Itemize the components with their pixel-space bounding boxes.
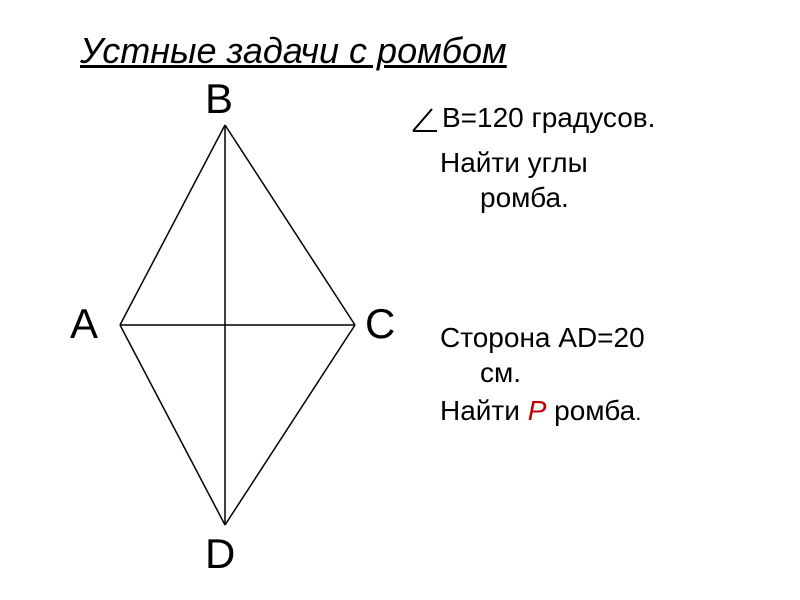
angle-value: B=120 градусов. [442,102,655,133]
edge-cb [225,125,355,325]
problem1-task-line2: ромба. [480,180,569,216]
perimeter-symbol: Р [528,395,547,426]
problem2-task: Найти Р ромба. [440,393,641,429]
edge-ad [120,325,225,525]
edge-ba [120,125,225,325]
task-suffix: ромба [546,395,635,426]
angle-icon [410,106,440,134]
task-period: . [635,400,641,425]
problem1-angle: B=120 градусов. [410,100,655,136]
vertex-label-d: D [205,530,235,578]
problem2-given-line2: см. [480,355,521,391]
edge-dc [225,325,355,525]
vertex-label-b: B [205,75,233,123]
task-prefix: Найти [440,395,528,426]
problem2-given-line1: Сторона AD=20 [440,320,645,356]
rhombus-svg [75,75,395,575]
rhombus-diagram: B A C D [75,75,395,575]
page-title: Устные задачи с ромбом [80,30,507,72]
problem1-task-line1: Найти углы [440,145,588,181]
vertex-label-a: A [70,300,98,348]
vertex-label-c: C [365,300,395,348]
